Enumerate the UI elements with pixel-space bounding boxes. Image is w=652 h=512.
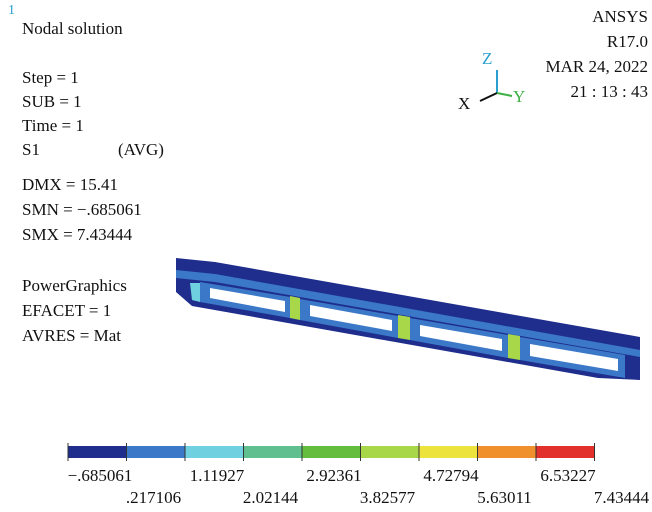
header-line: ANSYS	[592, 7, 648, 26]
legend-swatch	[68, 446, 127, 458]
triad: Z X Y	[458, 49, 525, 113]
legend-label: 5.63011	[477, 488, 532, 507]
beam-stress-patch	[290, 296, 300, 320]
beam-stress-patch	[398, 315, 410, 340]
y-label: Y	[513, 87, 525, 106]
graphics-line: AVRES = Mat	[22, 326, 121, 345]
info-line: SUB = 1	[22, 92, 82, 111]
window-number: 1	[8, 3, 15, 18]
legend-label: 3.82577	[360, 488, 416, 507]
stat-line: SMN = −.685061	[22, 200, 142, 219]
legend-label: 7.43444	[594, 488, 650, 507]
legend-swatch	[302, 446, 361, 458]
legend-label: 4.72794	[423, 466, 479, 485]
legend-label: −.685061	[68, 466, 133, 485]
x-axis	[480, 93, 497, 101]
legend-label: 6.53227	[540, 466, 596, 485]
stat-line: DMX = 15.41	[22, 175, 118, 194]
ansys-window: 1 Nodal solution (AVG) S1 Z X Y Step = 1…	[0, 0, 652, 512]
legend-swatch	[536, 446, 595, 458]
stat-line: SMX = 7.43444	[22, 225, 133, 244]
x-label: X	[458, 94, 470, 113]
result-name: S1	[22, 140, 40, 159]
z-label: Z	[482, 49, 492, 68]
info-line: Step = 1	[22, 68, 79, 87]
avg-label: (AVG)	[118, 140, 164, 159]
header-line: 21 : 13 : 43	[571, 82, 648, 101]
legend-swatch	[244, 446, 303, 458]
header-line: MAR 24, 2022	[546, 57, 648, 76]
legend-label: 2.02144	[243, 488, 299, 507]
legend-swatch	[185, 446, 244, 458]
beam-stress-patch	[508, 334, 520, 360]
legend-label: 2.92361	[306, 466, 361, 485]
beam-model	[176, 258, 640, 380]
header-line: R17.0	[607, 32, 648, 51]
title: Nodal solution	[22, 19, 123, 38]
legend-swatch	[361, 446, 420, 458]
legend-swatch	[419, 446, 478, 458]
legend-label: 1.11927	[190, 466, 245, 485]
legend-label: .217106	[126, 488, 181, 507]
legend-swatch	[127, 446, 186, 458]
graphics-line: EFACET = 1	[22, 301, 111, 320]
info-line: Time = 1	[22, 116, 84, 135]
y-axis	[497, 93, 512, 96]
graphics-line: PowerGraphics	[22, 276, 127, 295]
legend-swatch	[478, 446, 537, 458]
